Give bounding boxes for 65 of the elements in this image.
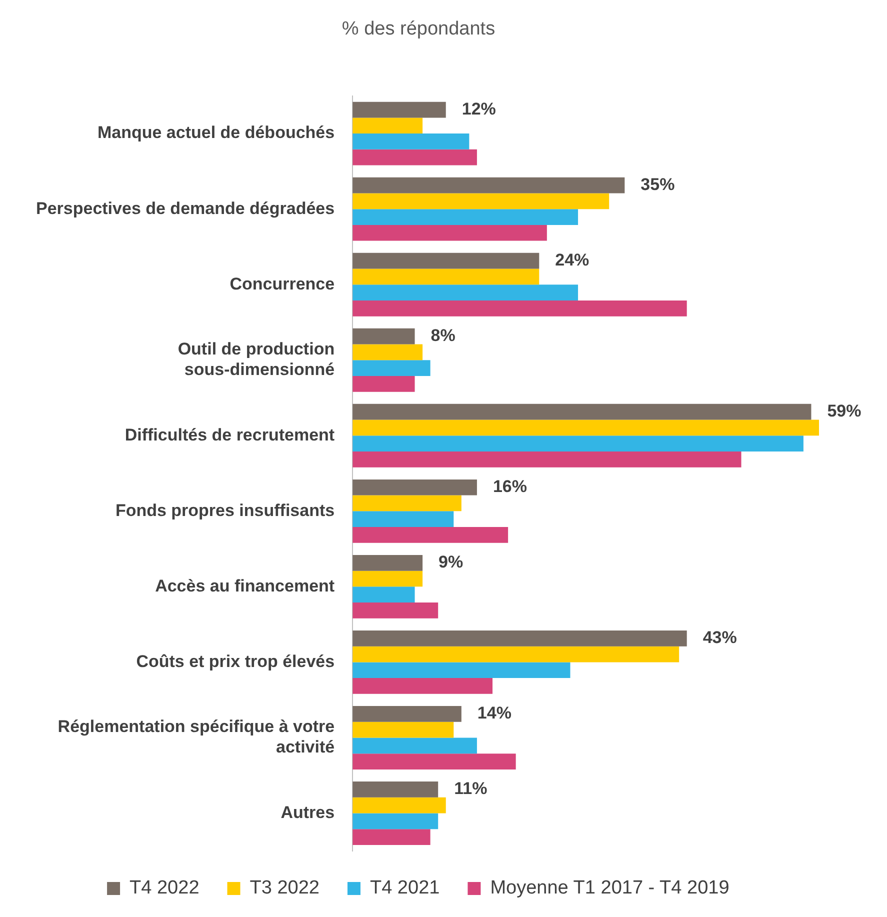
bar xyxy=(352,782,438,798)
chart-title: % des répondants xyxy=(342,18,496,40)
bar xyxy=(352,300,687,316)
bar xyxy=(352,586,415,603)
bar xyxy=(352,662,570,678)
y-tick-label: Coûts et prix trop élevés xyxy=(136,652,335,671)
data-label: 43% xyxy=(702,628,737,648)
y-tick-label: Perspectives de demande dégradées xyxy=(36,198,335,218)
bar xyxy=(352,360,430,376)
bar xyxy=(352,706,462,722)
bar xyxy=(352,252,540,269)
y-tick-label: Difficultés de recrutement xyxy=(124,425,335,444)
data-label: 11% xyxy=(454,779,488,798)
bar xyxy=(352,134,470,150)
data-label: 14% xyxy=(477,704,512,723)
bar xyxy=(352,209,578,225)
bar xyxy=(352,602,438,618)
y-tick-label: Manque actuel de débouchés xyxy=(97,123,335,142)
bar xyxy=(352,404,812,420)
bar xyxy=(352,813,438,830)
bar xyxy=(352,284,578,300)
bar xyxy=(352,328,415,344)
legend-label: T4 2021 xyxy=(370,878,440,899)
bar xyxy=(352,554,423,571)
data-label: 12% xyxy=(462,99,496,118)
y-tick-label: Fonds propres insuffisants xyxy=(115,500,335,520)
y-tick-label: Accès au financement xyxy=(155,576,335,596)
bar xyxy=(352,646,680,662)
bar xyxy=(352,738,477,754)
bar xyxy=(352,511,454,528)
bar xyxy=(352,722,454,738)
bar xyxy=(352,829,430,845)
bar xyxy=(352,678,493,694)
bar xyxy=(352,630,687,646)
data-label: 24% xyxy=(555,250,590,270)
y-tick-label: Outil de production sous-dimensionné xyxy=(178,340,335,380)
data-label: 8% xyxy=(430,326,456,346)
bar xyxy=(352,797,446,814)
legend-label: Moyenne T1 2017 - T4 2019 xyxy=(490,878,730,899)
bar xyxy=(352,495,462,512)
legend-label: T4 2022 xyxy=(130,878,200,899)
data-label: 9% xyxy=(438,552,464,572)
bar xyxy=(352,754,516,770)
bar xyxy=(352,420,819,436)
bar xyxy=(352,118,423,134)
bar xyxy=(352,224,547,241)
y-tick-label: Concurrence xyxy=(230,274,335,294)
bar xyxy=(352,452,742,468)
bar xyxy=(352,527,508,543)
bar xyxy=(352,376,415,392)
legend-label: T3 2022 xyxy=(250,878,320,899)
bar xyxy=(352,177,625,194)
y-tick-label: Autres xyxy=(280,802,335,822)
bar xyxy=(352,268,540,285)
data-label: 35% xyxy=(640,174,675,194)
bar xyxy=(352,479,477,496)
bar xyxy=(352,436,804,452)
bar xyxy=(352,570,423,587)
data-label: 59% xyxy=(827,402,862,421)
y-tick-label: Réglementation spécifique à votre activité xyxy=(58,717,335,757)
bar xyxy=(352,193,610,210)
bar xyxy=(352,149,477,166)
data-label: 16% xyxy=(492,477,527,496)
bar xyxy=(352,344,423,360)
bar xyxy=(352,102,446,118)
